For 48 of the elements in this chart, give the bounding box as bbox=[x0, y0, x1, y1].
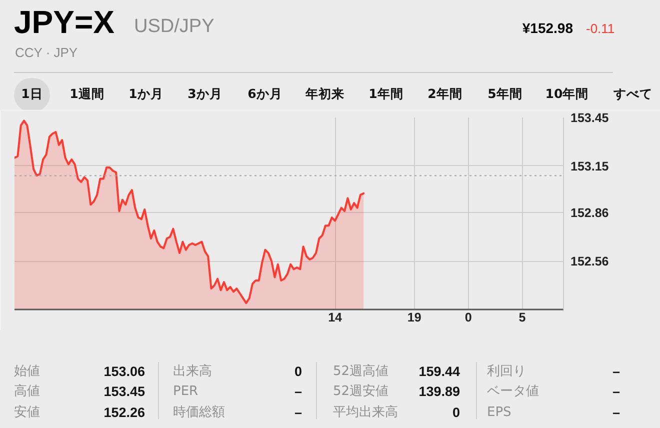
text: 5年間 bbox=[488, 86, 522, 102]
text: 153.06 bbox=[104, 364, 145, 378]
text: 152.26 bbox=[104, 404, 145, 420]
text: 1週間 bbox=[70, 86, 104, 102]
text: – bbox=[612, 384, 620, 398]
y-tick-label: 152.86 bbox=[570, 206, 609, 220]
text: PER bbox=[173, 384, 198, 399]
x-tick-label: 14 bbox=[328, 310, 342, 324]
text: 2年間 bbox=[428, 86, 462, 102]
y-tick-label: 153.15 bbox=[570, 159, 609, 174]
text: EPS bbox=[487, 405, 512, 420]
text: 始値 bbox=[14, 364, 40, 379]
text: 出来高 bbox=[173, 364, 212, 379]
y-tick-label: 152.56 bbox=[570, 254, 609, 269]
x-tick-label: 0 bbox=[464, 310, 472, 324]
text: – bbox=[612, 404, 620, 420]
text: 高値 bbox=[14, 384, 40, 399]
x-tick-label: 5 bbox=[518, 310, 526, 324]
text: ¥152.98 bbox=[522, 20, 573, 36]
text: 6か月 bbox=[248, 86, 282, 102]
text: 1日 bbox=[21, 86, 43, 102]
text: 年初来 bbox=[306, 86, 344, 102]
text: CCY · JPY bbox=[15, 45, 78, 60]
text: 52週安値 bbox=[333, 384, 389, 399]
text: 0 bbox=[294, 364, 302, 378]
chart-subtitle: USD/JPY bbox=[134, 16, 214, 37]
text: 52週高値 bbox=[333, 364, 389, 379]
text: 平均出来高 bbox=[333, 405, 398, 420]
text: – bbox=[612, 364, 620, 378]
text: – bbox=[294, 404, 302, 420]
text: -0.11 bbox=[586, 21, 615, 36]
text: 1年間 bbox=[368, 86, 404, 102]
text: ベータ値 bbox=[487, 384, 539, 399]
text: 安値 bbox=[14, 405, 40, 420]
chart-title: JPY=X bbox=[14, 4, 115, 40]
text: 139.89 bbox=[418, 384, 460, 398]
text: 3か月 bbox=[188, 86, 222, 102]
text: – bbox=[294, 384, 302, 398]
text: 159.44 bbox=[418, 364, 460, 378]
text: 10年間 bbox=[545, 86, 589, 102]
text: 153.45 bbox=[104, 384, 145, 398]
y-tick-label: 153.45 bbox=[570, 111, 609, 125]
text: 0 bbox=[452, 404, 460, 420]
text: すべて bbox=[614, 86, 652, 102]
text: 利回り bbox=[487, 364, 526, 379]
x-tick-label: 19 bbox=[407, 310, 422, 324]
text: 時価総額 bbox=[173, 405, 225, 420]
text: 1か月 bbox=[128, 86, 164, 102]
